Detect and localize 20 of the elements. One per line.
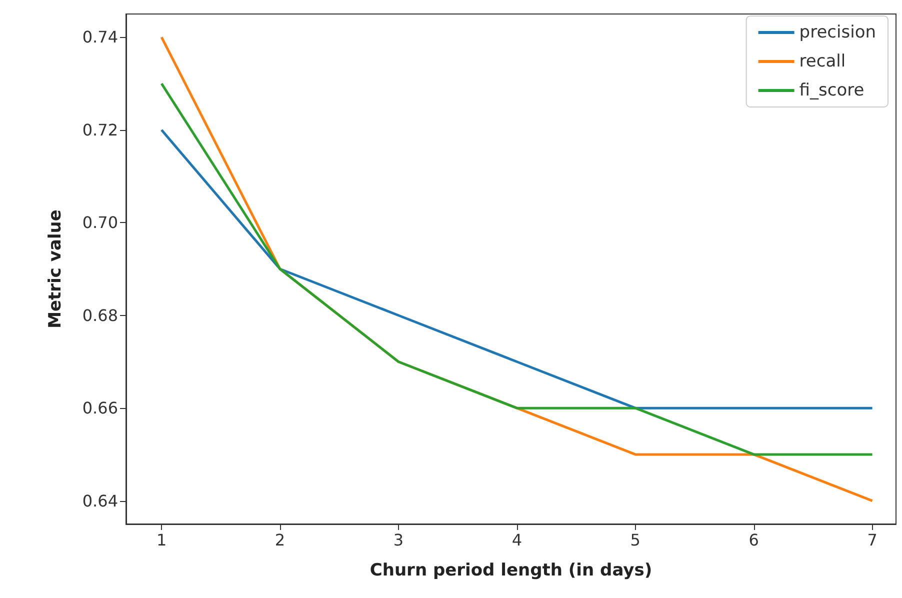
x-tick-label: 3 bbox=[393, 530, 404, 550]
x-tick-label: 1 bbox=[156, 530, 167, 550]
x-tick-label: 2 bbox=[274, 530, 286, 550]
x-tick-label: 5 bbox=[630, 530, 640, 550]
legend-label: precision bbox=[799, 22, 876, 42]
x-axis-title: Churn period length (in days) bbox=[370, 560, 652, 580]
y-axis-title: Metric value bbox=[46, 210, 66, 328]
y-tick-label: 0.66 bbox=[82, 398, 118, 418]
y-tick-label: 0.72 bbox=[82, 120, 118, 140]
x-tick-label: 6 bbox=[748, 530, 759, 550]
y-tick-label: 0.70 bbox=[82, 213, 118, 232]
legend-label: recall bbox=[799, 52, 846, 72]
legend-label: fi_score bbox=[799, 80, 864, 100]
y-tick-label: 0.64 bbox=[82, 491, 118, 510]
x-tick-label: 4 bbox=[512, 530, 522, 550]
x-tick-label: 7 bbox=[867, 530, 878, 550]
line-series bbox=[160, 82, 874, 456]
line-series bbox=[160, 128, 874, 410]
y-tick-label: 0.68 bbox=[82, 306, 118, 325]
y-tick-label: 0.74 bbox=[82, 28, 118, 47]
